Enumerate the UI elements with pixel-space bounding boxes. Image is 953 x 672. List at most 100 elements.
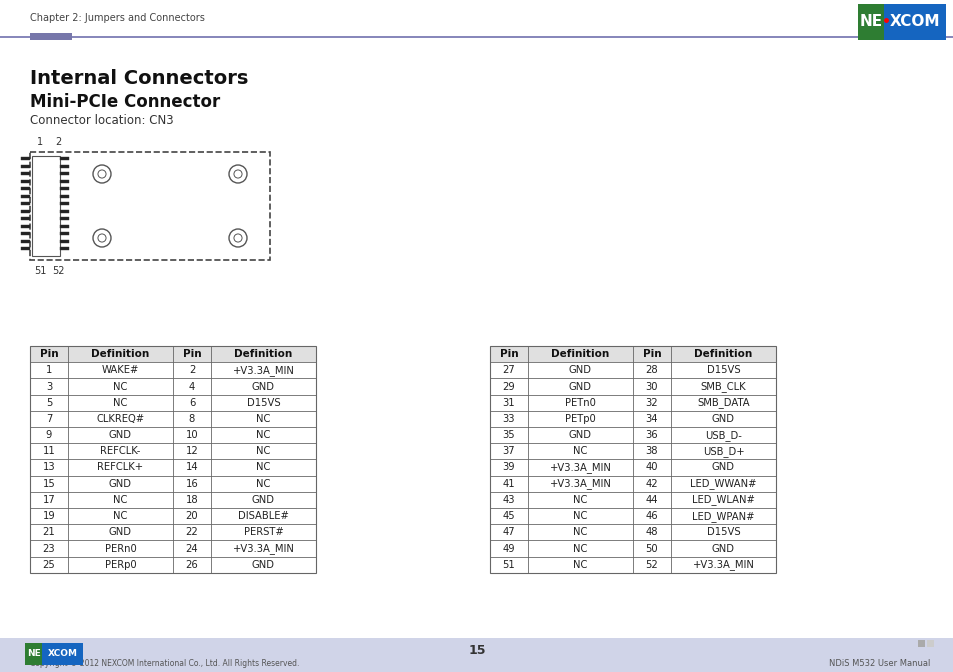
Text: D15VS: D15VS xyxy=(247,398,280,408)
Text: +V3.3A_MIN: +V3.3A_MIN xyxy=(549,478,611,489)
Text: NC: NC xyxy=(256,414,271,424)
Bar xyxy=(21,165,30,167)
Text: PERn0: PERn0 xyxy=(105,544,136,554)
Text: SMB_DATA: SMB_DATA xyxy=(697,397,749,408)
Text: D15VS: D15VS xyxy=(706,528,740,538)
Text: NC: NC xyxy=(256,430,271,440)
Text: GND: GND xyxy=(711,462,734,472)
Text: GND: GND xyxy=(252,495,274,505)
Text: CLKREQ#: CLKREQ# xyxy=(96,414,145,424)
Text: GND: GND xyxy=(109,528,132,538)
Text: PETn0: PETn0 xyxy=(564,398,596,408)
Bar xyxy=(21,247,30,251)
Text: 9: 9 xyxy=(46,430,52,440)
Text: 27: 27 xyxy=(502,366,515,375)
Text: 17: 17 xyxy=(43,495,55,505)
Text: Pin: Pin xyxy=(499,349,517,359)
Text: 50: 50 xyxy=(645,544,658,554)
Bar xyxy=(25,643,42,665)
Bar xyxy=(21,195,30,198)
Text: 35: 35 xyxy=(502,430,515,440)
Text: 7: 7 xyxy=(46,414,52,424)
Bar xyxy=(21,172,30,175)
Text: Pin: Pin xyxy=(40,349,58,359)
Text: PERp0: PERp0 xyxy=(105,560,136,570)
Text: GND: GND xyxy=(711,414,734,424)
Bar xyxy=(32,156,60,256)
Text: GND: GND xyxy=(711,544,734,554)
Bar xyxy=(60,165,69,167)
Text: Connector location: CN3: Connector location: CN3 xyxy=(30,114,173,126)
Text: SMB_CLK: SMB_CLK xyxy=(700,381,745,392)
Text: 25: 25 xyxy=(43,560,55,570)
Text: REFCLK-: REFCLK- xyxy=(100,446,140,456)
Text: +V3.3A_MIN: +V3.3A_MIN xyxy=(549,462,611,473)
Text: PERST#: PERST# xyxy=(243,528,283,538)
Text: 4: 4 xyxy=(189,382,195,392)
Bar xyxy=(30,33,71,40)
Text: +V3.3A_MIN: +V3.3A_MIN xyxy=(233,365,294,376)
Bar xyxy=(60,172,69,175)
Text: LED_WWAN#: LED_WWAN# xyxy=(690,478,756,489)
Text: 28: 28 xyxy=(645,366,658,375)
Text: NC: NC xyxy=(573,560,587,570)
Text: 32: 32 xyxy=(645,398,658,408)
Text: USB_D-: USB_D- xyxy=(704,429,741,441)
Text: 45: 45 xyxy=(502,511,515,521)
Text: Copyright © 2012 NEXCOM International Co., Ltd. All Rights Reserved.: Copyright © 2012 NEXCOM International Co… xyxy=(30,659,299,667)
Text: 1: 1 xyxy=(37,137,43,147)
Text: 37: 37 xyxy=(502,446,515,456)
Text: XCOM: XCOM xyxy=(48,650,77,659)
Text: NC: NC xyxy=(113,511,128,521)
Bar xyxy=(60,202,69,205)
Text: D15VS: D15VS xyxy=(706,366,740,375)
Text: NC: NC xyxy=(573,528,587,538)
Text: REFCLK+: REFCLK+ xyxy=(97,462,143,472)
Text: Chapter 2: Jumpers and Connectors: Chapter 2: Jumpers and Connectors xyxy=(30,13,205,23)
Text: 2: 2 xyxy=(189,366,195,375)
Text: 16: 16 xyxy=(186,478,198,489)
Bar xyxy=(42,643,83,665)
Text: Pin: Pin xyxy=(182,349,201,359)
Text: 46: 46 xyxy=(645,511,658,521)
Text: DISABLE#: DISABLE# xyxy=(238,511,289,521)
Bar xyxy=(490,346,775,573)
Text: 21: 21 xyxy=(43,528,55,538)
Bar xyxy=(30,346,315,573)
Bar xyxy=(30,346,315,362)
Text: 22: 22 xyxy=(186,528,198,538)
Text: 31: 31 xyxy=(502,398,515,408)
Text: Internal Connectors: Internal Connectors xyxy=(30,69,248,87)
Text: NC: NC xyxy=(256,478,271,489)
Text: NE: NE xyxy=(859,15,882,30)
Text: 11: 11 xyxy=(43,446,55,456)
Bar xyxy=(30,346,315,573)
Text: GND: GND xyxy=(568,382,592,392)
Text: LED_WLAN#: LED_WLAN# xyxy=(691,495,754,505)
Text: GND: GND xyxy=(568,430,592,440)
Bar xyxy=(926,640,933,647)
Text: USB_D+: USB_D+ xyxy=(702,446,743,457)
Text: Definition: Definition xyxy=(234,349,293,359)
Text: 15: 15 xyxy=(468,644,485,657)
Text: +V3.3A_MIN: +V3.3A_MIN xyxy=(692,559,754,570)
Text: 38: 38 xyxy=(645,446,658,456)
Bar xyxy=(21,225,30,228)
Text: NC: NC xyxy=(113,398,128,408)
Text: GND: GND xyxy=(568,366,592,375)
Text: NC: NC xyxy=(113,495,128,505)
Text: 44: 44 xyxy=(645,495,658,505)
Text: 20: 20 xyxy=(186,511,198,521)
Text: NC: NC xyxy=(573,446,587,456)
Text: +V3.3A_MIN: +V3.3A_MIN xyxy=(233,543,294,554)
Bar xyxy=(21,210,30,213)
Text: 8: 8 xyxy=(189,414,195,424)
Bar xyxy=(0,36,953,38)
Bar xyxy=(60,233,69,235)
Text: NC: NC xyxy=(256,446,271,456)
Text: 39: 39 xyxy=(502,462,515,472)
Bar xyxy=(21,202,30,205)
Bar xyxy=(21,240,30,243)
Bar xyxy=(60,240,69,243)
Text: 6: 6 xyxy=(189,398,195,408)
